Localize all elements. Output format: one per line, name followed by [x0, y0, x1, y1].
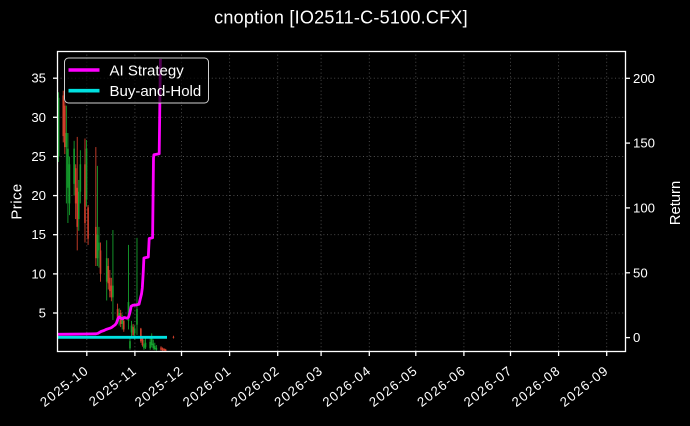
svg-text:35: 35 — [31, 71, 46, 86]
svg-text:Return: Return — [668, 181, 684, 225]
svg-text:100: 100 — [633, 200, 655, 215]
svg-text:5: 5 — [39, 306, 46, 321]
svg-text:50: 50 — [633, 265, 648, 280]
svg-text:20: 20 — [31, 188, 46, 203]
svg-text:Price: Price — [9, 183, 26, 219]
svg-text:25: 25 — [31, 149, 46, 164]
svg-text:10: 10 — [31, 266, 46, 281]
svg-text:200: 200 — [633, 71, 655, 86]
svg-text:0: 0 — [633, 330, 640, 345]
svg-text:Buy-and-Hold: Buy-and-Hold — [110, 83, 202, 100]
svg-text:AI Strategy: AI Strategy — [110, 62, 185, 79]
svg-text:30: 30 — [31, 110, 46, 125]
svg-text:150: 150 — [633, 136, 655, 151]
svg-text:cnoption [IO2511-C-5100.CFX]: cnoption [IO2511-C-5100.CFX] — [214, 8, 468, 28]
svg-text:15: 15 — [31, 227, 46, 242]
